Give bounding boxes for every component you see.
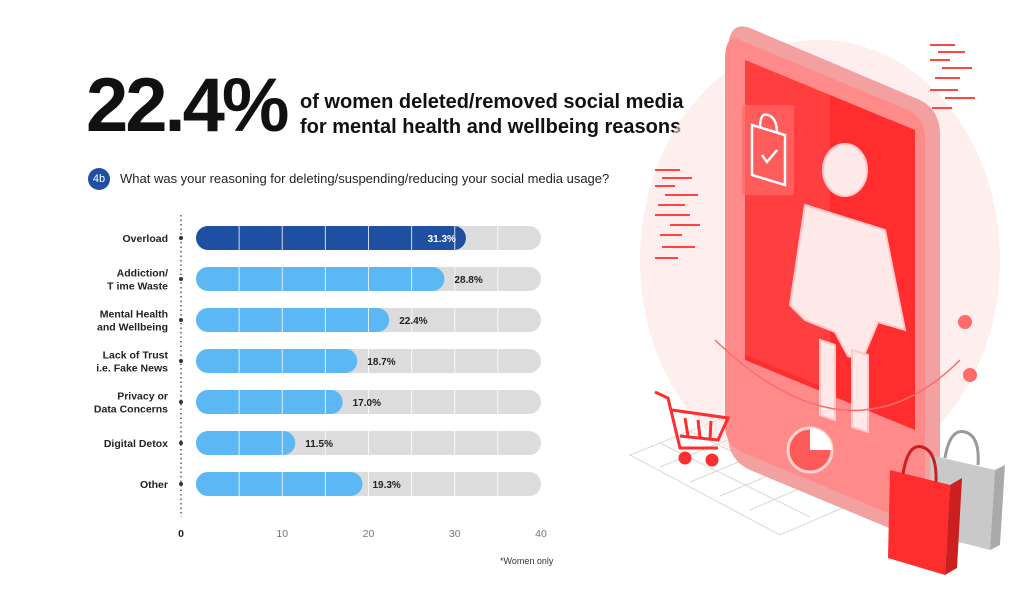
glow-dot [963, 368, 977, 382]
axis-tick [179, 482, 183, 486]
value-label: 19.3% [372, 480, 400, 491]
value-label: 31.3% [428, 234, 456, 245]
x-tick-label: 10 [276, 528, 288, 540]
axis-tick [179, 441, 183, 445]
shopping-bag-icon [888, 430, 1005, 575]
headline-line-2: for mental health and wellbeing reasons [300, 116, 682, 138]
value-label: 28.8% [454, 275, 482, 286]
category-label: Overload [122, 233, 168, 245]
data-streaks [655, 44, 975, 259]
bar [196, 472, 363, 496]
value-label: 22.4% [399, 316, 427, 327]
category-label: Lack of Trust i.e. Fake News [96, 350, 168, 375]
category-label: Privacy or Data Concerns [94, 391, 168, 416]
x-tick-label: 40 [535, 528, 547, 540]
question-text: What was your reasoning for deleting/sus… [120, 171, 610, 186]
category-label: Addiction/T ime Waste [107, 268, 168, 293]
value-label: 17.0% [353, 398, 381, 409]
bar [196, 267, 445, 291]
axis-tick [179, 277, 183, 281]
axis-tick [179, 359, 183, 363]
headline-line-1: of women deleted/removed social media [300, 91, 684, 113]
question-badge: 4b [88, 168, 110, 190]
category-label: Mental Health and Wellbeing [97, 309, 168, 334]
axis-tick [179, 236, 183, 240]
bar [196, 390, 343, 414]
value-label: 11.5% [305, 439, 333, 450]
category-label: Digital Detox [104, 438, 168, 450]
footnote: *Women only [500, 556, 554, 566]
x-tick-label: 20 [363, 528, 375, 540]
x-tick-label: 30 [449, 528, 461, 540]
glow-dot [958, 315, 972, 329]
axis-tick [179, 318, 183, 322]
phone-illustration [628, 26, 1005, 575]
category-label: Other [140, 479, 168, 491]
bar [196, 226, 466, 250]
headline-text: of women deleted/removed social media fo… [300, 90, 683, 140]
bar [196, 308, 390, 332]
shopping-bag-icon [742, 105, 794, 195]
axis-tick [179, 400, 183, 404]
bar [196, 431, 296, 455]
woman-icon [788, 143, 907, 434]
orbit-arc [714, 339, 961, 412]
shopping-cart-icon [654, 390, 731, 467]
x-tick-label: 0 [178, 528, 184, 540]
bar [196, 349, 358, 373]
bar-chart: Overload 31.3% Addiction/T ime Waste 28.8% M… [94, 215, 547, 540]
value-label: 18.7% [367, 357, 395, 368]
headline-stat: 22.4% [86, 63, 289, 148]
